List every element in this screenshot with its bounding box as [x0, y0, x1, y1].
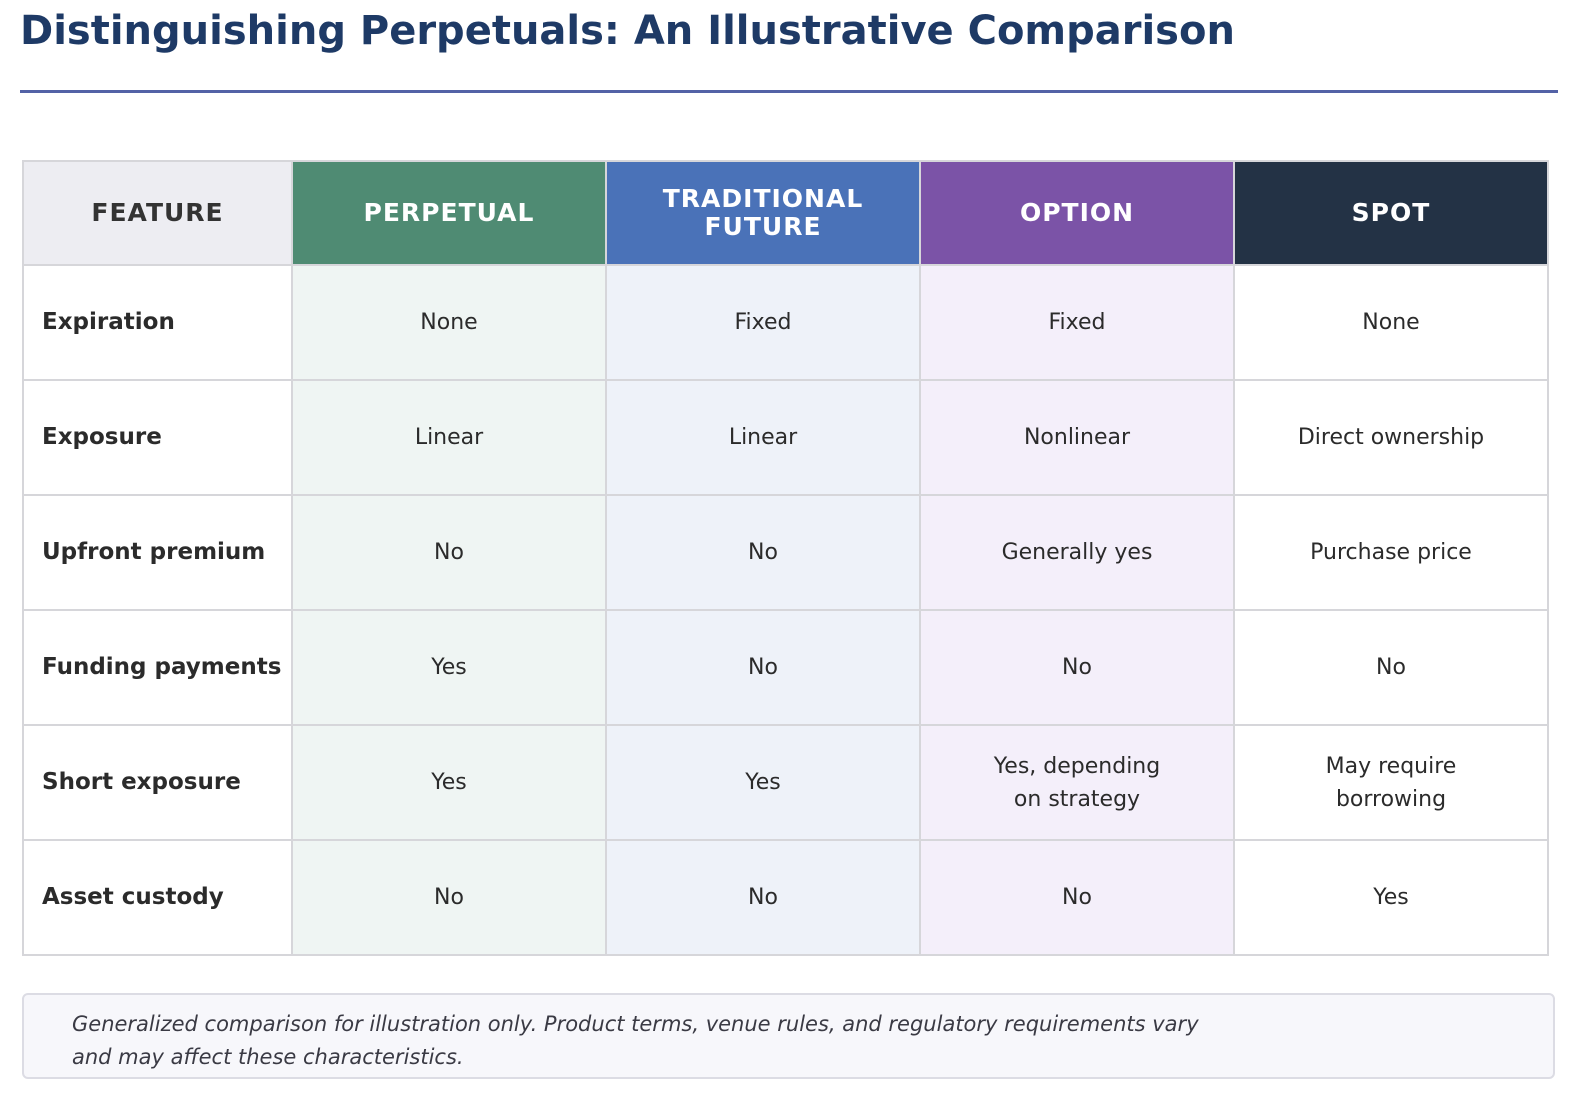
spot-cell: May require borrowing [1233, 724, 1549, 841]
feature-cell: Exposure [22, 379, 293, 496]
header-option: OPTION [919, 160, 1235, 266]
feature-cell: Asset custody [22, 839, 293, 956]
table-header-row: FEATURE PERPETUAL TRADITIONAL FUTURE OPTI… [22, 160, 1549, 266]
page-title: Distinguishing Perpetuals: An Illustrati… [20, 8, 1235, 54]
spot-cell-text: May require borrowing [1325, 753, 1457, 812]
spot-cell: Purchase price [1233, 494, 1549, 611]
comparison-table-container: FEATURE PERPETUAL TRADITIONAL FUTURE OPTI… [22, 160, 1549, 956]
feature-cell: Funding payments [22, 609, 293, 726]
feature-cell: Upfront premium [22, 494, 293, 611]
perpetual-cell: None [291, 264, 607, 381]
perpetual-cell: No [291, 494, 607, 611]
perpetual-cell: Linear [291, 379, 607, 496]
option-cell: Fixed [919, 264, 1235, 381]
perpetual-cell: Yes [291, 724, 607, 841]
table-row: Asset custody No No No Yes [22, 839, 1549, 956]
disclaimer-line-2: and may affect these characteristics. [72, 1045, 464, 1069]
disclaimer-line-1: Generalized comparison for illustration … [72, 1012, 1199, 1036]
header-feature: FEATURE [22, 160, 293, 266]
header-traditional-future: TRADITIONAL FUTURE [605, 160, 921, 266]
option-cell: Nonlinear [919, 379, 1235, 496]
future-cell: No [605, 609, 921, 726]
header-traditional-future-label: TRADITIONAL FUTURE [662, 184, 864, 241]
option-cell: No [919, 609, 1235, 726]
feature-cell: Short exposure [22, 724, 293, 841]
disclaimer-note: Generalized comparison for illustration … [22, 993, 1555, 1079]
future-cell: Fixed [605, 264, 921, 381]
option-cell-text: Yes, depending on strategy [993, 753, 1161, 812]
table-row: Funding payments Yes No No No [22, 609, 1549, 726]
table-row: Exposure Linear Linear Nonlinear Direct … [22, 379, 1549, 496]
header-perpetual: PERPETUAL [291, 160, 607, 266]
future-cell: No [605, 494, 921, 611]
future-cell: Yes [605, 724, 921, 841]
option-cell: No [919, 839, 1235, 956]
perpetual-cell: No [291, 839, 607, 956]
table-row: Expiration None Fixed Fixed None [22, 264, 1549, 381]
spot-cell: Yes [1233, 839, 1549, 956]
option-cell: Generally yes [919, 494, 1235, 611]
option-cell: Yes, depending on strategy [919, 724, 1235, 841]
spot-cell: No [1233, 609, 1549, 726]
table-row: Short exposure Yes Yes Yes, depending on … [22, 724, 1549, 841]
spot-cell: Direct ownership [1233, 379, 1549, 496]
table-row: Upfront premium No No Generally yes Purc… [22, 494, 1549, 611]
comparison-table: FEATURE PERPETUAL TRADITIONAL FUTURE OPTI… [22, 160, 1549, 956]
header-spot: SPOT [1233, 160, 1549, 266]
perpetual-cell: Yes [291, 609, 607, 726]
spot-cell: None [1233, 264, 1549, 381]
future-cell: Linear [605, 379, 921, 496]
future-cell: No [605, 839, 921, 956]
title-divider [20, 90, 1558, 93]
feature-cell: Expiration [22, 264, 293, 381]
